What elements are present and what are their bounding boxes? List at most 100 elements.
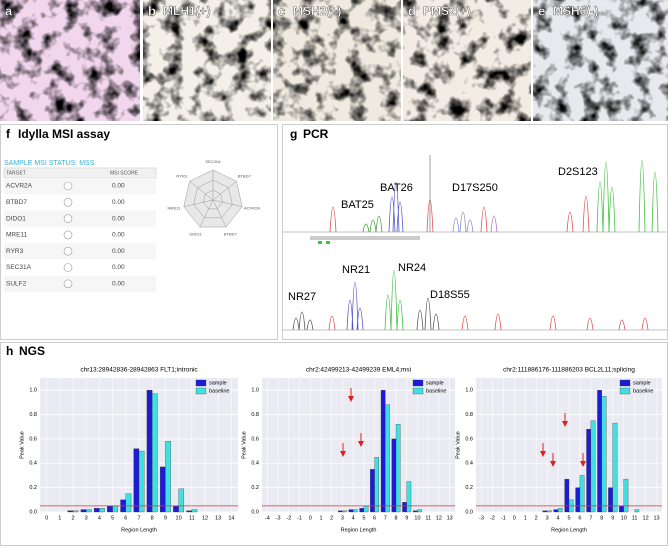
locus-label: D18S55 <box>430 289 470 301</box>
bar <box>391 438 397 513</box>
x-tick-label: -4 <box>265 515 270 521</box>
radar-label: DIDO1 <box>190 231 203 236</box>
histology-texture <box>533 0 668 121</box>
x-tick-label: 11 <box>632 515 638 521</box>
x-tick-label: 0 <box>45 515 48 521</box>
histology-texture <box>0 0 140 121</box>
bar <box>557 508 563 513</box>
electropherogram-peak <box>356 307 364 331</box>
radar-label: SEC31A <box>205 159 221 164</box>
x-tick-label: 6 <box>124 515 127 521</box>
radar-label: ACVR2A <box>244 206 260 211</box>
radar-label: RYR3 <box>176 173 187 178</box>
radar-spoke <box>189 181 214 201</box>
y-tick-label: 0.2 <box>251 485 259 491</box>
electropherogram-peak <box>329 206 337 233</box>
table-cell: SEC31A <box>6 264 32 271</box>
table-cell: 0.00 <box>112 281 125 288</box>
bar <box>413 510 418 513</box>
bar <box>575 487 581 513</box>
x-tick-label: -2 <box>490 515 495 521</box>
chart-title: chr2:111886176-111886203 BCL2L11;splicin… <box>503 367 635 374</box>
x-tick-label: 13 <box>215 515 221 521</box>
bar <box>133 448 140 513</box>
table-row <box>4 275 156 293</box>
x-tick-label: 9 <box>164 515 167 521</box>
x-tick-label: 2 <box>535 515 538 521</box>
locus-label: BAT25 <box>341 199 374 211</box>
bar <box>67 510 74 513</box>
x-tick-label: 9 <box>405 515 408 521</box>
table-cell: 0.00 <box>112 248 125 255</box>
scale-bar <box>310 236 420 240</box>
x-tick-label: 14 <box>228 515 234 521</box>
bar <box>363 505 369 513</box>
x-tick-label: 7 <box>137 515 140 521</box>
x-tick-label: 5 <box>362 515 365 521</box>
locus-label: NR24 <box>398 262 426 274</box>
electropherogram-peak <box>582 195 590 233</box>
table-cell: DIDO1 <box>6 215 26 222</box>
chart-title: chr2:42499213-42499239 EML4;msi <box>306 367 411 374</box>
y-tick-label: 0.8 <box>251 412 259 418</box>
electropherogram-peak <box>608 186 616 233</box>
table-row <box>4 259 156 276</box>
table-header-cell: MSI SCORE <box>110 170 139 176</box>
legend-swatch <box>412 387 424 395</box>
bar <box>359 508 365 513</box>
bar <box>612 422 618 513</box>
y-tick-label: 0.8 <box>465 412 473 418</box>
locus-label: BAT26 <box>380 182 413 194</box>
msi-status: SAMPLE MSI STATUS: MSS <box>4 160 95 167</box>
y-tick-label: 0.8 <box>29 412 37 418</box>
y-tick-label: 1.0 <box>29 388 37 394</box>
annotation-arrowhead <box>580 461 586 467</box>
annotation-arrowhead <box>550 461 556 467</box>
x-tick-label: -1 <box>297 515 302 521</box>
bar <box>406 481 412 513</box>
bar <box>191 509 198 513</box>
y-tick-label: 0.6 <box>465 436 473 442</box>
table-cell: SULF2 <box>6 281 27 288</box>
chart-title: chr13:28942836-28942863 FLT1;intronic <box>80 367 198 374</box>
table-cell: BTBD7 <box>6 199 27 206</box>
table-cell: 0.00 <box>112 264 125 271</box>
x-tick-label: -3 <box>479 515 484 521</box>
electropherogram-peak <box>452 217 460 233</box>
panel-title: NGS <box>19 344 45 358</box>
panel-letter: h <box>6 344 13 358</box>
table-row <box>4 178 156 195</box>
y-tick-label: 0.6 <box>29 436 37 442</box>
bar <box>186 510 192 513</box>
legend-label: baseline <box>209 388 230 394</box>
legend-label: sample <box>209 380 227 386</box>
bar <box>597 390 602 513</box>
x-tick-label: 3 <box>85 515 88 521</box>
table-row <box>4 210 156 227</box>
bar <box>112 505 119 513</box>
y-tick-label: 0.2 <box>29 485 37 491</box>
electropherogram-peak <box>416 309 424 331</box>
y-axis-label: Peak Value <box>19 431 25 459</box>
x-tick-label: 10 <box>414 515 420 521</box>
legend-swatch <box>619 379 631 387</box>
panel-letter: g <box>290 127 297 141</box>
electropherogram-peak <box>388 196 396 233</box>
x-tick-label: 11 <box>189 515 195 521</box>
histology-texture <box>403 0 531 121</box>
x-tick-label: 4 <box>98 515 101 521</box>
electropherogram-peak <box>602 161 610 233</box>
electropherogram-peak <box>461 315 469 331</box>
bar <box>146 390 153 513</box>
x-tick-label: 4 <box>352 515 355 521</box>
bar <box>608 487 613 513</box>
electropherogram-peak <box>396 201 404 233</box>
bar <box>619 505 624 513</box>
radar-spoke <box>212 199 227 228</box>
status-icon <box>63 263 73 272</box>
bar <box>553 509 559 513</box>
electropherogram-peak <box>375 215 383 233</box>
y-tick-label: 0.4 <box>465 461 473 467</box>
annotation-arrowhead <box>540 451 546 457</box>
panel-label: MSH6(-) <box>553 4 598 18</box>
